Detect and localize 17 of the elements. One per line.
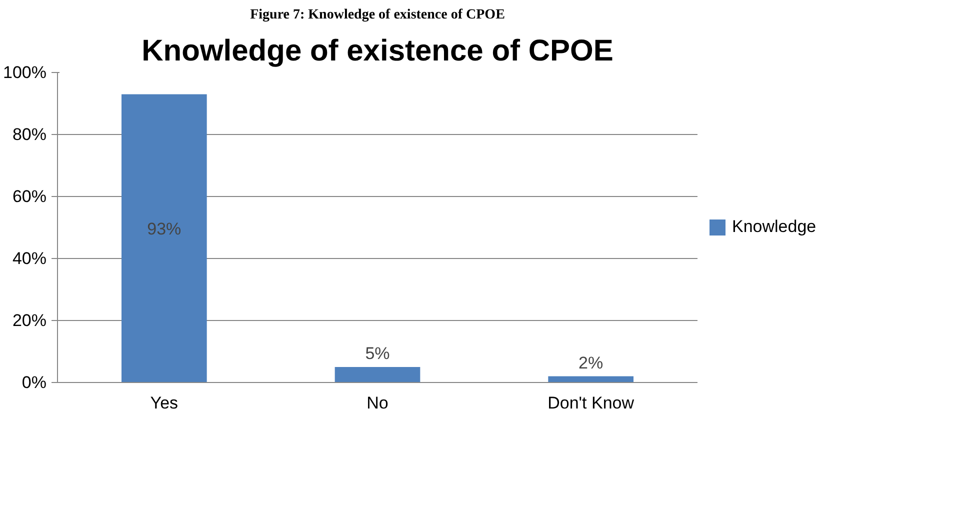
y-tick-label: 0% [22, 373, 47, 392]
text: 93% [147, 219, 182, 238]
y-tick-label: 80% [12, 125, 47, 144]
legend-label: Knowledge [732, 217, 816, 237]
caption: Figure 7: Knowledge of existence of CPOE [250, 8, 505, 22]
y-tick-label: 20% [12, 311, 47, 330]
text: 5% [365, 344, 390, 363]
text: 2% [578, 353, 604, 372]
y-tick-label: 60% [12, 187, 47, 206]
bar [122, 94, 207, 382]
y-tick-label: 100% [3, 63, 47, 82]
bar [334, 367, 420, 382]
chart-title: Knowledge of existence of CPOE [142, 34, 614, 68]
x-tick-label: No [366, 394, 388, 412]
y-tick-label: 40% [12, 249, 47, 268]
x-tick-label: Yes [150, 394, 178, 412]
x-tick-label: Don't Know [548, 394, 635, 412]
